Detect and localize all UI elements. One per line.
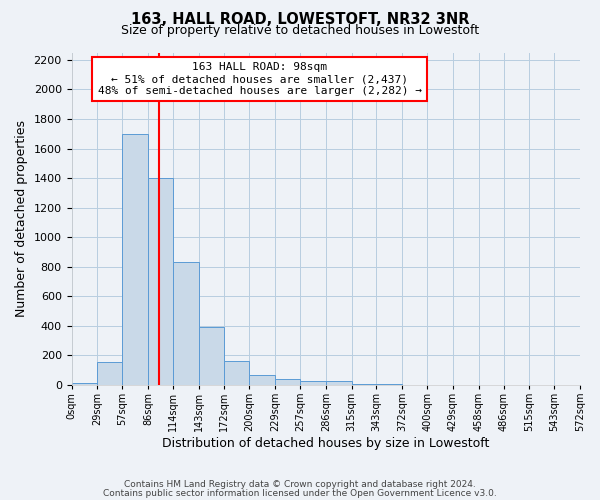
Bar: [250, 376, 275, 385]
Bar: [275, 379, 300, 385]
Bar: [199, 328, 224, 385]
Bar: [352, 384, 376, 385]
Bar: [97, 362, 122, 385]
Text: Contains HM Land Registry data © Crown copyright and database right 2024.: Contains HM Land Registry data © Crown c…: [124, 480, 476, 489]
Bar: [300, 382, 326, 385]
Bar: [148, 178, 173, 385]
Text: Contains public sector information licensed under the Open Government Licence v3: Contains public sector information licen…: [103, 488, 497, 498]
Bar: [326, 382, 352, 385]
Bar: [376, 384, 402, 385]
X-axis label: Distribution of detached houses by size in Lowestoft: Distribution of detached houses by size …: [162, 437, 490, 450]
Bar: [122, 134, 148, 385]
Text: Size of property relative to detached houses in Lowestoft: Size of property relative to detached ho…: [121, 24, 479, 37]
Bar: [173, 262, 199, 385]
Text: 163, HALL ROAD, LOWESTOFT, NR32 3NR: 163, HALL ROAD, LOWESTOFT, NR32 3NR: [131, 12, 469, 28]
Bar: [224, 360, 250, 385]
Text: 163 HALL ROAD: 98sqm
← 51% of detached houses are smaller (2,437)
48% of semi-de: 163 HALL ROAD: 98sqm ← 51% of detached h…: [98, 62, 422, 96]
Bar: [71, 383, 97, 385]
Y-axis label: Number of detached properties: Number of detached properties: [15, 120, 28, 318]
